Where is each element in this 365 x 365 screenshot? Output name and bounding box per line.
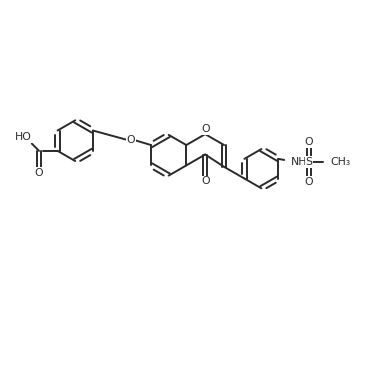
- Text: O: O: [201, 124, 210, 134]
- Text: NH: NH: [291, 157, 308, 167]
- Text: O: O: [126, 135, 135, 145]
- Text: HO: HO: [15, 132, 32, 142]
- Text: O: O: [201, 176, 210, 187]
- Text: O: O: [35, 168, 43, 178]
- Text: CH₃: CH₃: [330, 157, 350, 167]
- Text: O: O: [305, 137, 313, 147]
- Text: S: S: [306, 157, 312, 167]
- Text: O: O: [305, 177, 313, 187]
